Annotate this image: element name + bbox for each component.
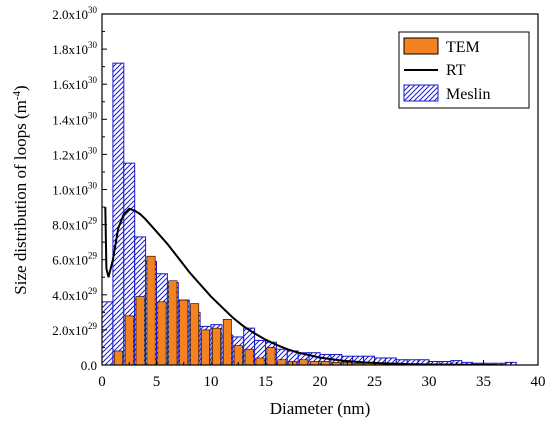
y-axis-label-close: ): [11, 85, 30, 91]
tem-bar: [179, 299, 189, 365]
x-tick-label: 40: [531, 374, 546, 390]
legend-label-rt: RT: [446, 62, 466, 79]
x-tick-label: 15: [258, 374, 273, 390]
legend-swatch-meslin: [403, 84, 439, 102]
tem-bar: [135, 296, 145, 365]
x-axis: 0 5 10 15 20 25 30 35 40: [98, 360, 546, 390]
y-tick-label: 8.0x1029: [52, 216, 97, 233]
legend-swatch-tem: [403, 37, 439, 55]
tem-bar: [190, 303, 200, 365]
y-axis: 0.0 2.0x1029 4.0x1029 6.0x1029 8.0x1029 1.0x1…: [52, 5, 107, 373]
x-tick-label: 20: [313, 374, 328, 390]
y-tick-label: 1.8x1030: [52, 40, 97, 57]
y-tick-label: 1.0x1030: [52, 181, 97, 198]
tem-series: [113, 255, 505, 365]
y-tick-label: 1.4x1030: [52, 110, 97, 127]
y-tick-label: 6.0x1029: [52, 251, 97, 268]
x-tick-label: 10: [204, 374, 219, 390]
y-tick-label: 1.2x1030: [52, 145, 97, 162]
y-axis-label: Size distribution of loops (m-4): [11, 85, 30, 294]
tem-bar: [124, 315, 134, 365]
tem-bar: [255, 357, 265, 365]
legend: TEM RT Meslin: [398, 31, 530, 109]
x-tick-label: 5: [153, 374, 161, 390]
y-tick-label: 4.0x1029: [52, 286, 97, 303]
tem-bar: [266, 347, 276, 365]
tem-bar: [299, 359, 309, 365]
y-tick-label: 0.0: [81, 358, 97, 373]
x-tick-label: 30: [422, 374, 437, 390]
tem-bar: [222, 319, 232, 365]
tem-bar: [146, 255, 156, 365]
tem-bar: [157, 301, 167, 365]
x-tick-label: 0: [98, 374, 106, 390]
tem-bar: [233, 345, 243, 365]
y-tick-label: 2.0x1029: [52, 321, 97, 338]
rt-series-line: [104, 206, 495, 365]
tem-bar: [244, 348, 254, 365]
tem-bar: [277, 359, 287, 365]
y-tick-label: 1.6x1030: [52, 75, 97, 92]
tem-bar: [168, 280, 178, 365]
meslin-bar: [112, 62, 125, 365]
x-axis-label: Diameter (nm): [270, 399, 371, 418]
y-tick-label: 2.0x1030: [52, 5, 97, 22]
legend-label-meslin: Meslin: [446, 86, 490, 103]
tem-bar: [212, 327, 221, 365]
tem-bar: [201, 329, 210, 365]
x-tick-label: 25: [367, 374, 382, 390]
tem-bar: [113, 350, 123, 365]
y-axis-label-text: Size distribution of loops (m: [11, 100, 30, 295]
legend-label-tem: TEM: [446, 39, 480, 56]
meslin-bar: [102, 301, 114, 365]
y-axis-label-exponent: -4: [11, 90, 23, 100]
x-tick-label: 35: [476, 374, 491, 390]
